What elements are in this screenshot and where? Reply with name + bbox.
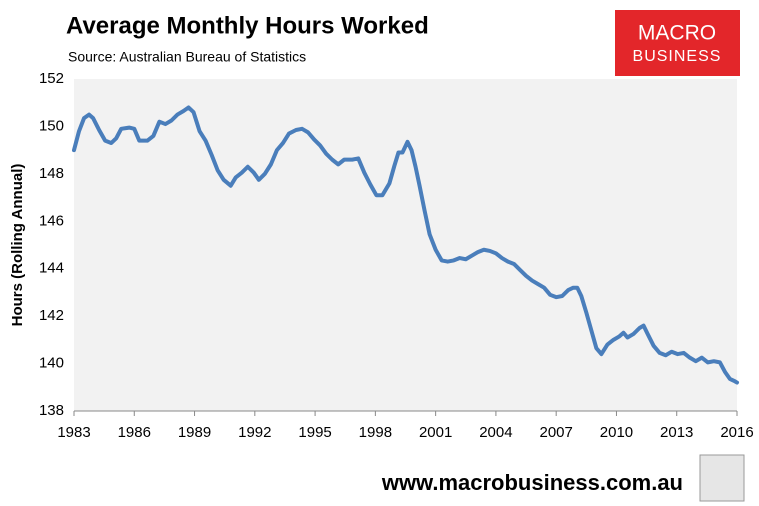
chart-title: Average Monthly Hours Worked: [66, 12, 429, 39]
x-tick-label: 1989: [178, 424, 211, 441]
y-tick-label: 148: [39, 165, 64, 182]
y-tick-label: 144: [39, 260, 64, 277]
logo-box: [615, 10, 740, 76]
chart-subtitle: Source: Australian Bureau of Statistics: [68, 49, 306, 65]
data-line: [72, 105, 739, 385]
y-tick-label: 152: [39, 70, 64, 87]
logo-text: MACRO: [638, 22, 716, 45]
x-tick-label: 2004: [479, 424, 512, 441]
x-tick-label: 1995: [298, 424, 331, 441]
y-axis-label: Hours (Rolling Annual): [9, 164, 26, 327]
y-tick-label: 138: [39, 402, 64, 419]
x-tick-label: 1998: [359, 424, 392, 441]
y-tick-label: 146: [39, 212, 64, 229]
x-tick-label: 2016: [720, 424, 753, 441]
x-tick-label: 1986: [118, 424, 151, 441]
y-tick-label: 150: [39, 117, 64, 134]
logo-text: BUSINESS: [633, 48, 722, 65]
wolf-icon: [699, 454, 745, 502]
x-tick-label: 1992: [238, 424, 271, 441]
y-tick-label: 140: [39, 355, 64, 372]
x-tick-label: 2010: [600, 424, 633, 441]
y-tick-label: 142: [39, 307, 64, 324]
x-tick-label: 2001: [419, 424, 452, 441]
plot-area: [74, 79, 737, 411]
footer-url: www.macrobusiness.com.au: [381, 470, 683, 495]
x-tick-label: 2007: [539, 424, 572, 441]
x-tick-label: 2013: [660, 424, 693, 441]
x-tick-label: 1983: [57, 424, 90, 441]
